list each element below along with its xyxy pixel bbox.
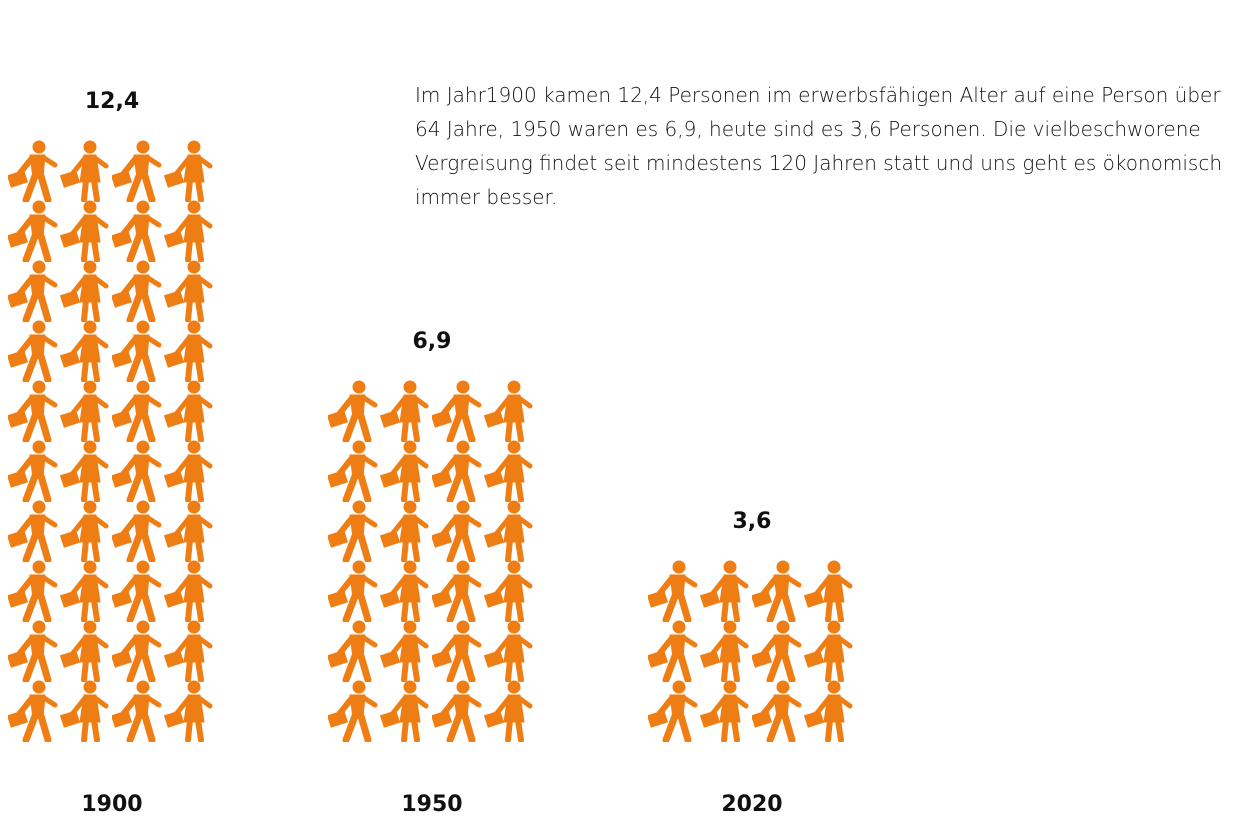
person-icon — [112, 501, 159, 560]
person-icon — [752, 681, 799, 740]
person-icon — [701, 621, 746, 680]
person-icon — [61, 201, 106, 260]
person-icon — [328, 501, 375, 560]
person-icon — [61, 321, 106, 380]
person-icon — [328, 561, 375, 620]
person-icon — [112, 261, 159, 320]
person-icon — [432, 621, 479, 680]
annotation: Im Jahr1900 kamen 12,4 Personen im erwer… — [415, 83, 1222, 209]
person-icon — [112, 321, 159, 380]
person-icon — [381, 441, 426, 500]
person-icon — [8, 381, 55, 440]
person-icon — [485, 441, 530, 500]
icon-column — [328, 381, 530, 740]
person-icon — [8, 261, 55, 320]
person-icon — [805, 621, 850, 680]
person-icon — [381, 381, 426, 440]
category-label: 1900 — [81, 792, 142, 817]
person-icon — [381, 561, 426, 620]
person-icon — [165, 561, 210, 620]
person-icon — [61, 621, 106, 680]
person-icon — [8, 561, 55, 620]
person-icon — [112, 441, 159, 500]
person-icon — [61, 381, 106, 440]
person-icon — [165, 381, 210, 440]
person-icon — [61, 681, 106, 740]
person-icon — [432, 501, 479, 560]
person-icon — [8, 621, 55, 680]
person-icon — [165, 201, 210, 260]
person-icon — [432, 561, 479, 620]
person-icon — [805, 681, 850, 740]
icon-column — [8, 141, 210, 740]
value-label: 6,9 — [413, 329, 452, 354]
person-icon — [61, 441, 106, 500]
person-icon — [485, 561, 530, 620]
person-icon — [165, 441, 210, 500]
person-icon — [381, 501, 426, 560]
person-icon — [165, 321, 210, 380]
person-icon — [485, 621, 530, 680]
category-label: 1950 — [401, 792, 462, 817]
value-label: 12,4 — [85, 89, 139, 114]
icon-column — [648, 561, 850, 740]
person-icon — [485, 381, 530, 440]
person-icon — [112, 681, 159, 740]
person-icon — [648, 681, 695, 740]
person-icon — [328, 621, 375, 680]
person-icon — [112, 621, 159, 680]
person-icon — [165, 681, 210, 740]
person-icon — [381, 681, 426, 740]
person-icon — [112, 201, 159, 260]
person-icon — [648, 561, 695, 620]
person-icon — [8, 501, 55, 560]
person-icon — [61, 501, 106, 560]
person-icon — [165, 261, 210, 320]
person-icon — [61, 561, 106, 620]
person-icon — [8, 201, 55, 260]
person-icon — [485, 681, 530, 740]
person-icon — [432, 381, 479, 440]
person-icon — [432, 441, 479, 500]
person-icon — [432, 681, 479, 740]
person-icon — [8, 141, 55, 200]
person-icon — [112, 561, 159, 620]
person-icon — [805, 561, 850, 620]
person-icon — [328, 681, 375, 740]
person-icon — [701, 681, 746, 740]
person-icon — [381, 621, 426, 680]
person-icon — [701, 561, 746, 620]
person-icon — [752, 621, 799, 680]
person-icon — [328, 441, 375, 500]
person-icon — [61, 261, 106, 320]
value-label: 3,6 — [733, 509, 772, 534]
person-icon — [8, 321, 55, 380]
person-icon — [112, 141, 159, 200]
category-label: 2020 — [721, 792, 782, 817]
person-icon — [752, 561, 799, 620]
person-icon — [61, 141, 106, 200]
person-icon — [648, 621, 695, 680]
person-icon — [485, 501, 530, 560]
person-icon — [8, 441, 55, 500]
person-icon — [8, 681, 55, 740]
person-icon — [165, 621, 210, 680]
person-icon — [165, 501, 210, 560]
person-icon — [112, 381, 159, 440]
person-icon — [165, 141, 210, 200]
person-icon — [328, 381, 375, 440]
